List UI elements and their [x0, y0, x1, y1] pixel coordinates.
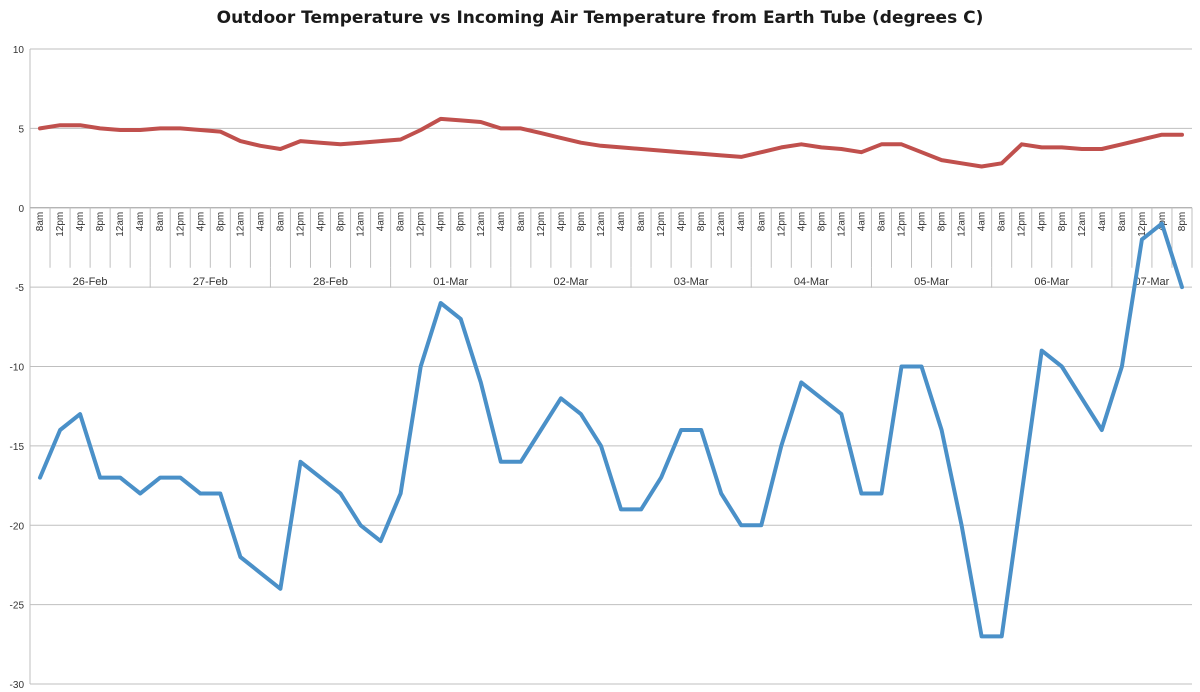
x-time-label: 4pm [195, 212, 206, 231]
x-time-label: 12am [235, 212, 246, 237]
x-time-label: 8pm [1057, 212, 1068, 231]
x-time-label: 12pm [656, 212, 667, 237]
x-day-label: 01-Mar [433, 276, 468, 288]
x-time-label: 4am [616, 212, 627, 231]
x-time-label: 8pm [336, 212, 347, 231]
y-tick-label: -10 [10, 363, 25, 374]
series-line-2 [38, 221, 1184, 639]
x-time-label: 8am [275, 212, 286, 231]
series-lines [38, 116, 1184, 639]
x-time-label: 4pm [316, 212, 327, 231]
x-time-label: 12am [716, 212, 727, 237]
x-time-label: 4am [977, 212, 988, 231]
x-time-label: 4pm [75, 212, 86, 231]
x-time-label: 8pm [215, 212, 226, 231]
y-tick-label: 10 [13, 45, 25, 56]
x-time-label: 8am [155, 212, 166, 231]
x-time-label: 4am [255, 212, 266, 231]
y-tick-label: 5 [18, 124, 24, 135]
y-tick-label: 0 [18, 204, 24, 215]
x-time-label: 8pm [456, 212, 467, 231]
x-time-label: 12pm [1017, 212, 1028, 237]
x-time-label: 12pm [175, 212, 186, 237]
x-time-label: 12pm [536, 212, 547, 237]
x-time-label: 4pm [1037, 212, 1048, 231]
x-time-label: 12am [476, 212, 487, 237]
x-time-label: 8am [997, 212, 1008, 231]
x-time-label: 12pm [416, 212, 427, 237]
chart-title: Outdoor Temperature vs Incoming Air Temp… [216, 8, 984, 28]
x-day-label: 03-Mar [674, 276, 709, 288]
x-time-label: 4pm [676, 212, 687, 231]
x-time-label: 8am [396, 212, 407, 231]
x-time-label: 4am [1097, 212, 1108, 231]
x-day-label: 06-Mar [1034, 276, 1069, 288]
x-time-label: 4am [856, 212, 867, 231]
x-day-label: 07-Mar [1135, 276, 1170, 288]
x-time-label: 12pm [897, 212, 908, 237]
x-time-label: 4pm [917, 212, 928, 231]
x-day-label: 27-Feb [193, 276, 228, 288]
x-time-label: 4am [135, 212, 146, 231]
x-time-label: 8am [516, 212, 527, 231]
x-time-label: 4pm [556, 212, 567, 231]
y-tick-label: -30 [10, 680, 25, 691]
gridlines [29, 48, 1192, 685]
x-time-label: 8pm [696, 212, 707, 231]
x-time-label: 8am [35, 212, 46, 231]
x-time-label: 8pm [1177, 212, 1188, 231]
y-tick-label: -20 [10, 521, 25, 532]
x-time-label: 4am [736, 212, 747, 231]
x-time-label: 12am [596, 212, 607, 237]
x-day-label: 05-Mar [914, 276, 949, 288]
y-tick-label: -25 [10, 601, 25, 612]
x-day-label: 26-Feb [73, 276, 108, 288]
x-time-label: 12am [115, 212, 126, 237]
x-day-label: 28-Feb [313, 276, 348, 288]
x-time-label: 12am [957, 212, 968, 237]
x-time-label: 4pm [1157, 212, 1168, 231]
x-time-label: 8pm [816, 212, 827, 231]
x-time-label: 8am [756, 212, 767, 231]
x-time-label: 4am [496, 212, 507, 231]
x-time-label: 8pm [576, 212, 587, 231]
x-time-label: 12am [356, 212, 367, 237]
x-time-label: 12am [836, 212, 847, 237]
x-time-label: 4pm [796, 212, 807, 231]
x-day-label: 04-Mar [794, 276, 829, 288]
series-line-1 [38, 116, 1184, 169]
x-time-label: 12pm [295, 212, 306, 237]
x-time-label: 4pm [436, 212, 447, 231]
x-time-label: 12pm [776, 212, 787, 237]
x-time-label: 12am [1077, 212, 1088, 237]
y-axis-tick-labels: 10 5 0 -5 -10 -15 -20 -25 -30 [10, 45, 25, 691]
y-tick-label: -5 [15, 283, 24, 294]
x-time-label: 8am [1117, 212, 1128, 231]
x-time-label: 8pm [937, 212, 948, 231]
x-time-label: 8am [876, 212, 887, 231]
x-time-label: 8am [636, 212, 647, 231]
y-tick-label: -15 [10, 442, 25, 453]
x-time-label: 4am [376, 212, 387, 231]
x-day-label: 02-Mar [554, 276, 589, 288]
x-time-label: 12pm [1137, 212, 1148, 237]
x-time-label: 12pm [55, 212, 66, 237]
x-axis: 8am 12pm 4pm 8pm 12am 4am 8am 12pm 4pm 8pm 12am 4am… [29, 207, 1193, 288]
x-time-label: 8pm [95, 212, 106, 231]
